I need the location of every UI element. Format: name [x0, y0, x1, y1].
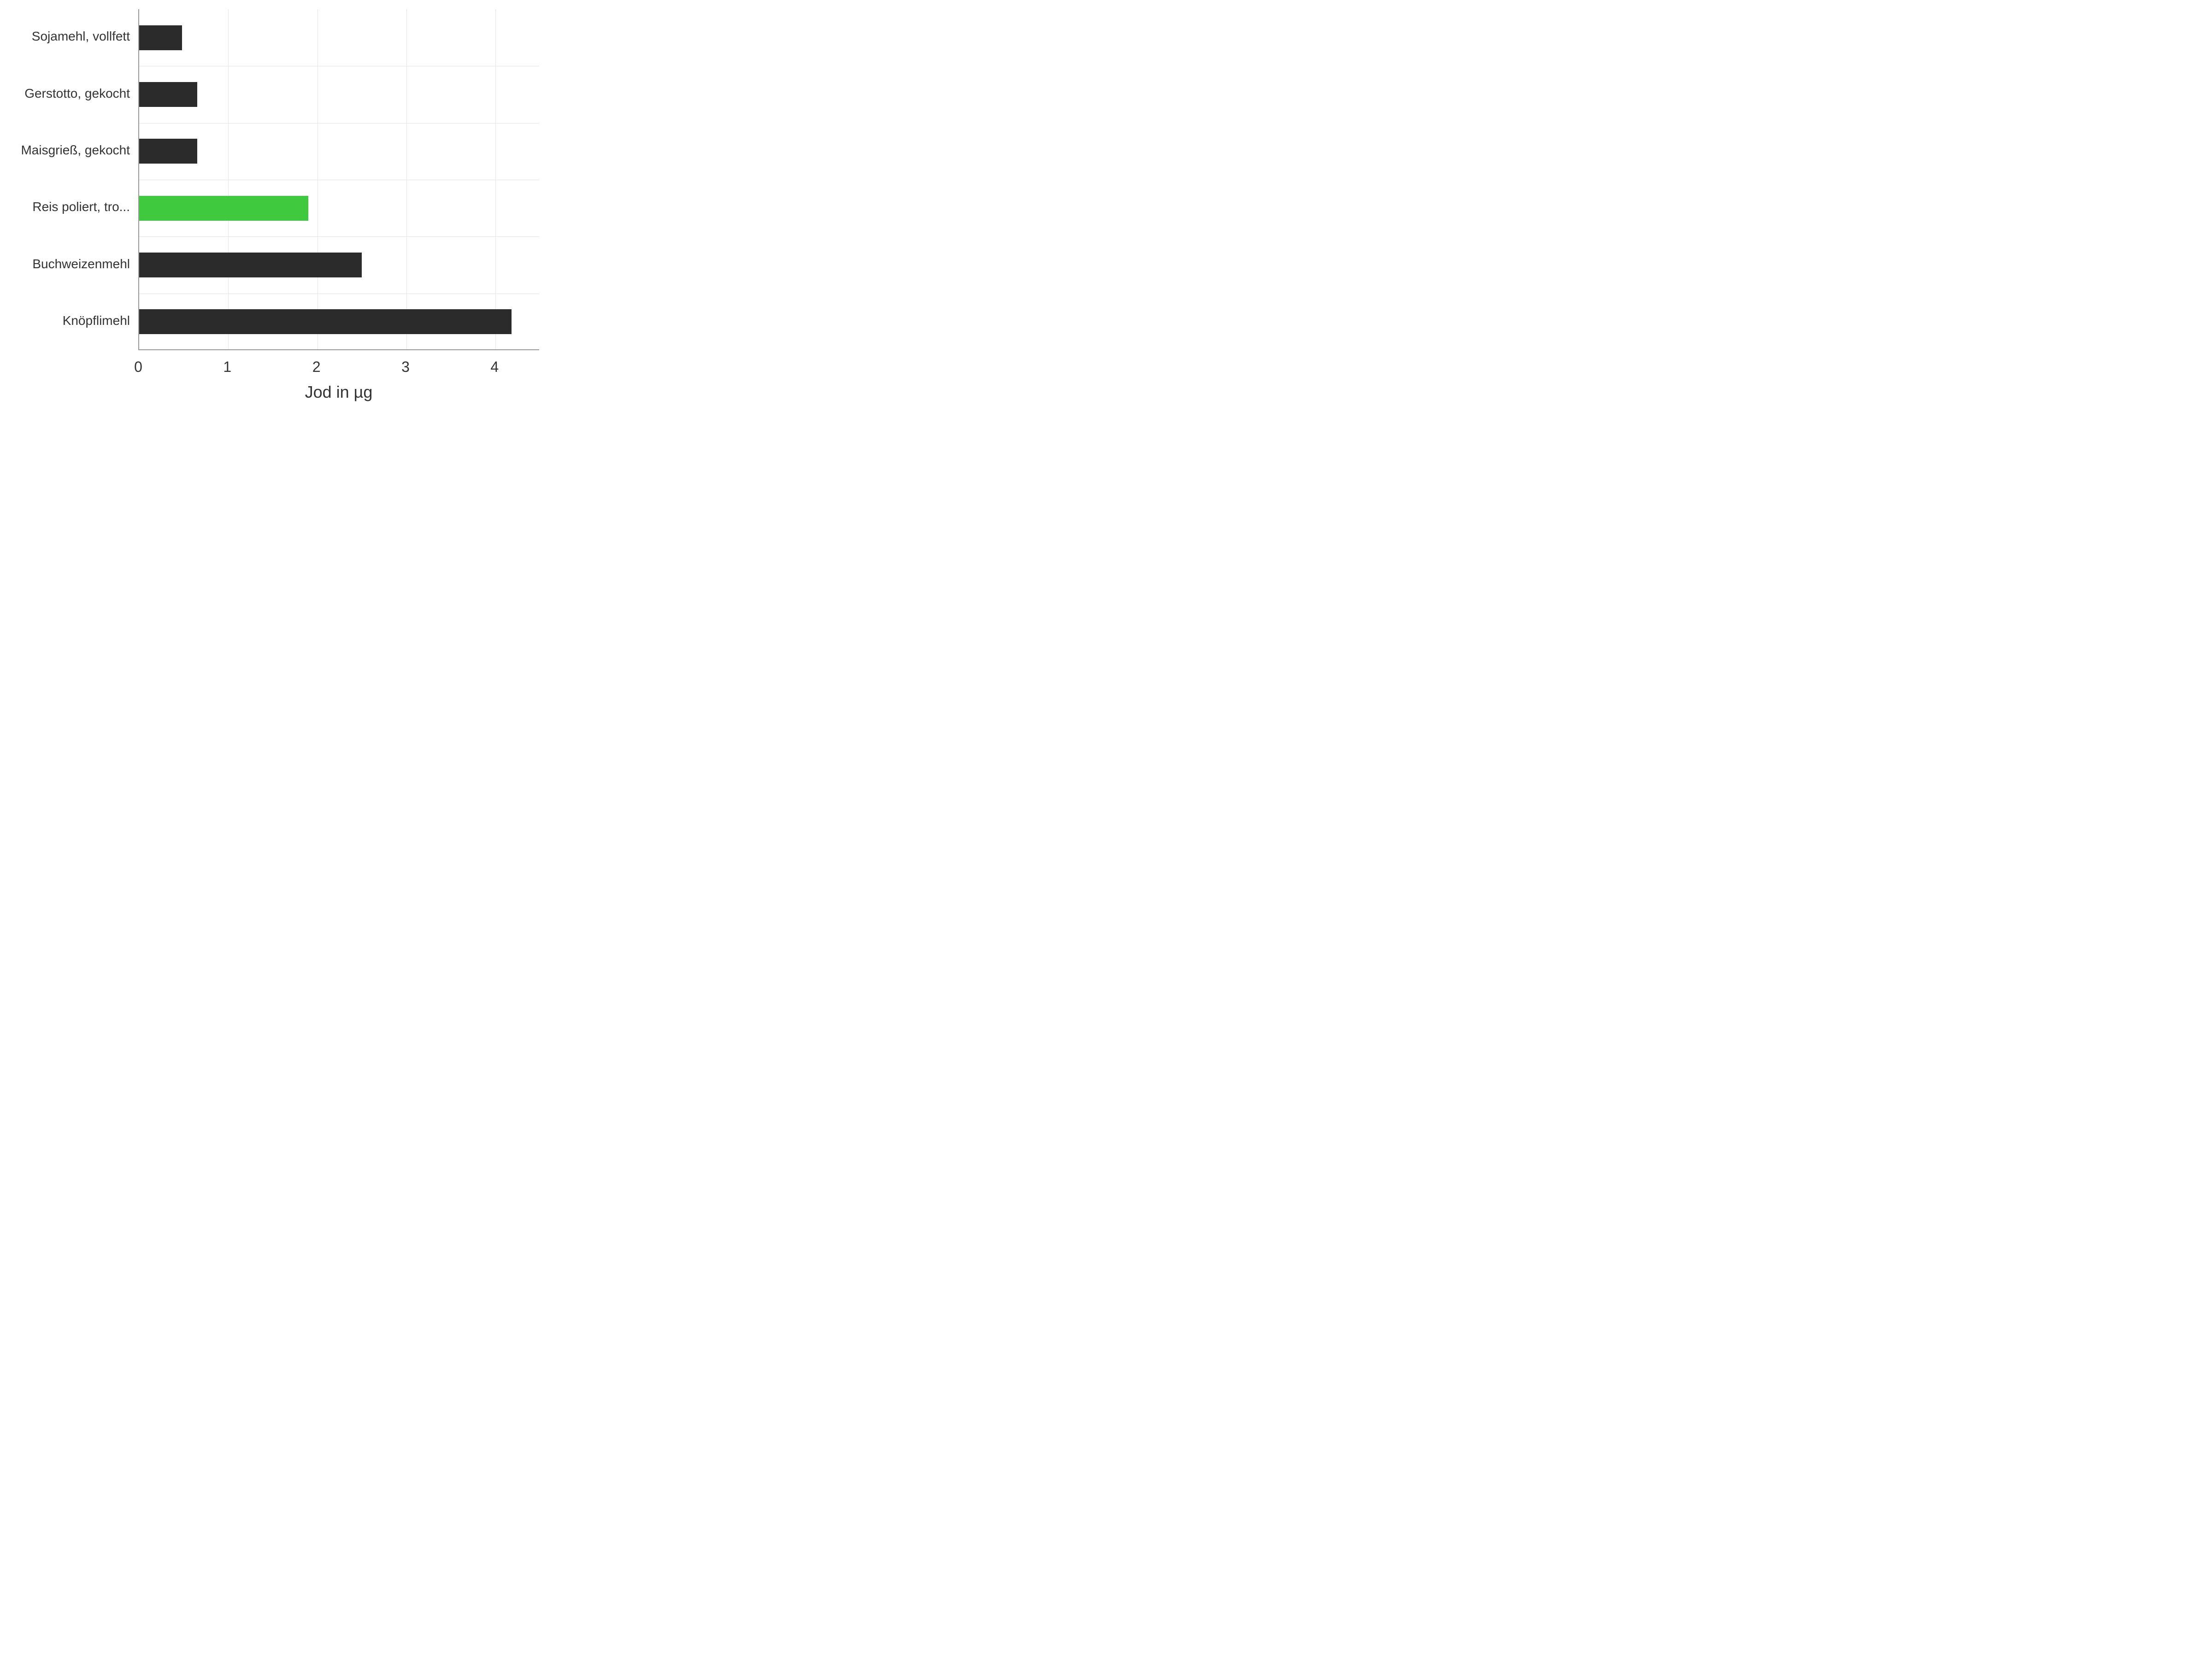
- chart-container: Sojamehl, vollfett Gerstotto, gekocht Mais…: [0, 0, 553, 415]
- bar: [139, 25, 182, 50]
- bar: [139, 253, 362, 277]
- x-tick-label: 3: [401, 359, 410, 376]
- x-tick-label: 4: [490, 359, 499, 376]
- y-axis-label: Maisgrieß, gekocht: [21, 143, 130, 158]
- bar: [139, 82, 197, 107]
- gridline-horizontal: [139, 236, 539, 237]
- gridline-vertical: [495, 9, 496, 349]
- y-axis-label: Reis poliert, tro...: [32, 200, 130, 214]
- y-axis-label: Buchweizenmehl: [32, 257, 130, 271]
- x-tick-label: 2: [312, 359, 321, 376]
- gridline-vertical: [406, 9, 407, 349]
- bar: [139, 139, 197, 164]
- x-tick-label: 1: [223, 359, 231, 376]
- x-tick-label: 0: [134, 359, 142, 376]
- plot-area: [138, 9, 539, 350]
- gridline-horizontal: [139, 123, 539, 124]
- y-axis-label: Knöpflimehl: [63, 313, 130, 328]
- bar: [139, 196, 308, 221]
- y-axis-label: Sojamehl, vollfett: [32, 29, 130, 44]
- x-axis-title: Jod in µg: [305, 382, 373, 402]
- bar: [139, 309, 512, 334]
- y-axis-label: Gerstotto, gekocht: [24, 86, 130, 101]
- gridline-vertical: [228, 9, 229, 349]
